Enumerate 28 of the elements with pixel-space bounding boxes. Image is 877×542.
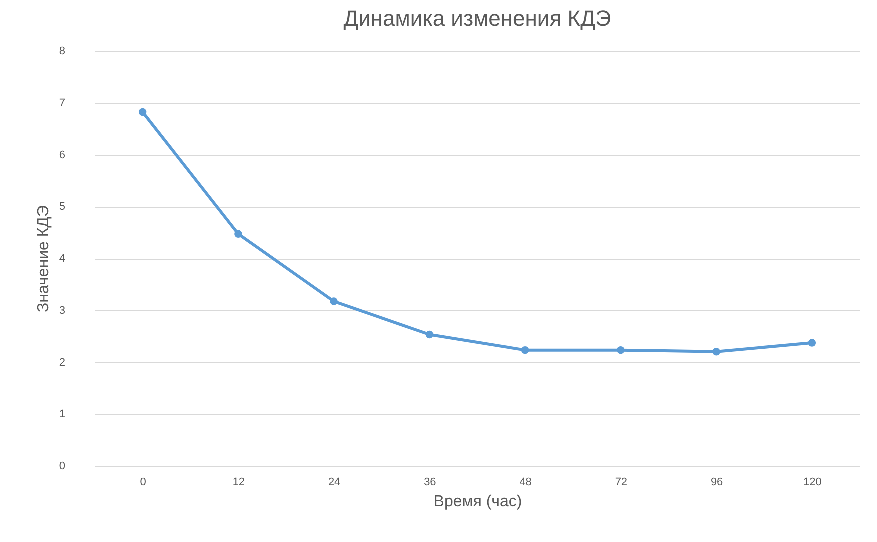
x-tick-label: 120	[804, 476, 822, 488]
x-tick-label: 72	[615, 476, 628, 488]
chart-title: Динамика изменения КДЭ	[344, 6, 612, 31]
x-tick-label: 24	[328, 476, 341, 488]
point	[712, 348, 720, 356]
point	[617, 346, 625, 354]
x-tick-label: 0	[140, 476, 146, 488]
x-axis-title: Время (час)	[434, 494, 522, 510]
y-tick-label: 0	[59, 460, 66, 472]
x-tick-label: 48	[520, 476, 532, 488]
y-tick-label: 1	[59, 408, 66, 421]
y-tick-label: 7	[59, 97, 66, 110]
y-tick-label: 8	[59, 46, 66, 58]
point	[234, 230, 242, 238]
point	[330, 298, 338, 306]
point	[138, 108, 147, 116]
x-tick-label: 12	[232, 476, 246, 488]
y-tick-label: 4	[59, 253, 66, 265]
point	[808, 339, 816, 347]
point	[426, 330, 434, 339]
y-tick-label: 2	[59, 356, 66, 369]
y-axis-title: Значение КДЭ	[35, 205, 52, 313]
y-tick-label: 3	[59, 304, 66, 317]
point	[521, 346, 530, 354]
y-tick-label: 6	[59, 149, 66, 162]
x-tick-label: 36	[424, 476, 436, 488]
y-tick-label: 5	[59, 201, 66, 214]
x-tick-label: 96	[710, 476, 724, 488]
